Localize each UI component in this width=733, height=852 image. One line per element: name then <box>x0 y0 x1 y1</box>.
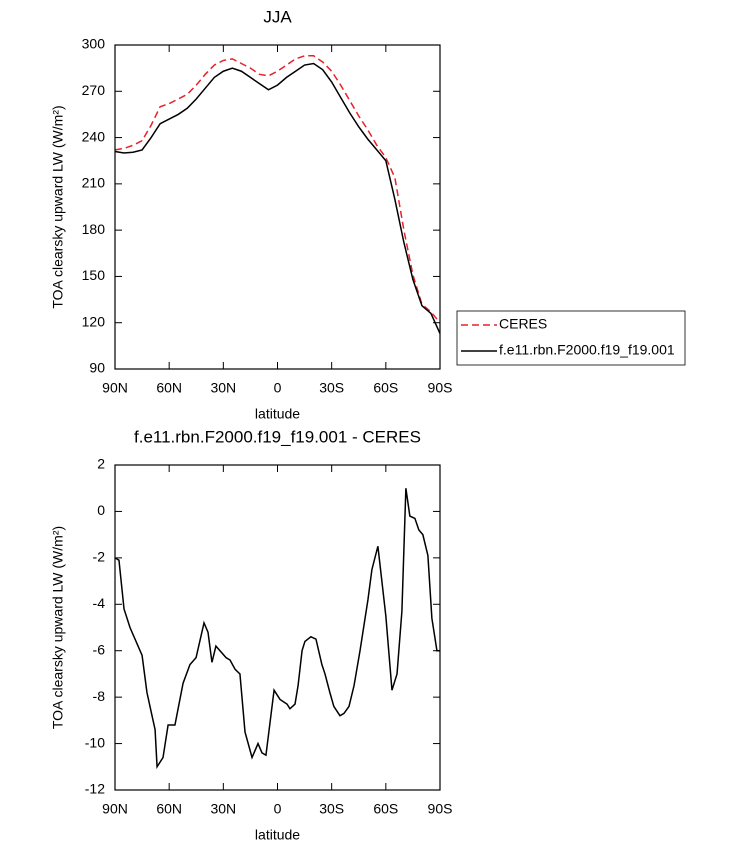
x-tick-label: 60S <box>373 380 398 396</box>
x-tick-label: 30N <box>210 801 236 817</box>
x-tick-label: 90S <box>428 380 453 396</box>
y-tick-label: -4 <box>93 595 106 611</box>
legend-label: f.e11.rbn.F2000.f19_f19.001 <box>499 342 675 358</box>
plot-frame <box>114 464 441 791</box>
data-line <box>114 488 440 770</box>
y-tick-label: 270 <box>82 82 106 98</box>
x-axis-label: latitude <box>255 827 300 843</box>
x-tick-label: 30S <box>319 801 344 817</box>
y-tick-label: 150 <box>82 267 106 283</box>
data-line <box>114 62 441 334</box>
y-tick-label: -2 <box>93 549 106 565</box>
y-tick-label: -8 <box>93 688 106 704</box>
y-tick-label: 120 <box>82 313 106 329</box>
x-tick-label: 0 <box>274 801 282 817</box>
data-line <box>114 55 441 324</box>
x-tick-label: 90N <box>102 801 128 817</box>
x-tick-label: 30N <box>210 380 236 396</box>
y-tick-label: 90 <box>89 360 105 376</box>
y-tick-label: -12 <box>85 781 105 797</box>
y-tick-label: 210 <box>82 175 106 191</box>
x-tick-label: 90N <box>102 380 128 396</box>
y-tick-label: 2 <box>97 456 105 472</box>
y-axis-label: TOA clearsky upward LW (W/m²) <box>50 526 66 729</box>
x-tick-label: 60N <box>156 380 182 396</box>
y-tick-label: 180 <box>82 221 106 237</box>
x-tick-label: 60S <box>373 801 398 817</box>
x-tick-label: 30S <box>319 380 344 396</box>
chart-title: JJA <box>263 7 292 26</box>
plot-frame <box>114 44 441 370</box>
x-axis-label: latitude <box>255 406 300 422</box>
legend-box <box>456 310 686 366</box>
x-tick-label: 60N <box>156 801 182 817</box>
y-tick-label: 240 <box>82 128 106 144</box>
legend-label: CERES <box>499 316 547 332</box>
y-axis-label: TOA clearsky upward LW (W/m²) <box>50 105 66 308</box>
y-tick-label: 300 <box>82 36 106 52</box>
x-tick-label: 0 <box>274 380 282 396</box>
y-tick-label: 0 <box>97 502 105 518</box>
x-tick-label: 90S <box>428 801 453 817</box>
chart-title: f.e11.rbn.F2000.f19_f19.001 - CERES <box>134 427 421 446</box>
y-tick-label: -10 <box>85 734 105 750</box>
y-tick-label: -6 <box>93 641 106 657</box>
